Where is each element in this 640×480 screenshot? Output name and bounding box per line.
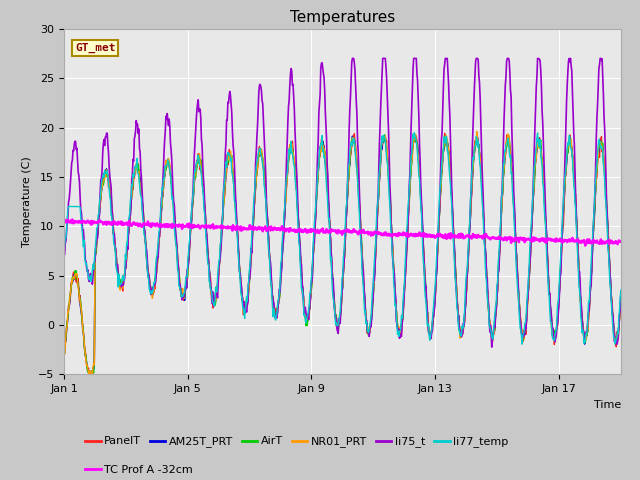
li77_temp: [617, 288, 625, 293]
NR01_PRT: [293, 190, 301, 196]
Title: Temperatures: Temperatures: [290, 10, 395, 25]
Line: li77_temp: li77_temp: [64, 132, 621, 344]
AM25T_PRT: [192, 169, 200, 175]
li77_temp: [80, 237, 88, 243]
AM25T_PRT: [293, 192, 301, 197]
NR01_PRT: [85, 378, 93, 384]
AirT: [617, 301, 625, 307]
NR01_PRT: [473, 129, 481, 134]
TC Prof A -32cm: [511, 239, 518, 244]
AM25T_PRT: [376, 169, 384, 175]
li75_t: [60, 253, 68, 259]
PanelT: [441, 131, 449, 136]
PanelT: [192, 165, 200, 170]
li75_t: [349, 56, 356, 61]
AirT: [376, 166, 384, 171]
Line: NR01_PRT: NR01_PRT: [64, 132, 621, 381]
Text: GT_met: GT_met: [75, 43, 116, 53]
li75_t: [617, 298, 625, 304]
PanelT: [511, 228, 519, 234]
AirT: [381, 132, 388, 138]
NR01_PRT: [60, 347, 68, 352]
NR01_PRT: [376, 165, 384, 170]
AirT: [264, 212, 271, 218]
li75_t: [488, 344, 495, 350]
AirT: [192, 175, 200, 180]
TC Prof A -32cm: [293, 227, 301, 233]
TC Prof A -32cm: [617, 239, 625, 245]
Line: AirT: AirT: [64, 135, 621, 380]
PanelT: [80, 336, 88, 342]
Legend: TC Prof A -32cm: TC Prof A -32cm: [81, 460, 197, 480]
TC Prof A -32cm: [264, 228, 271, 233]
Line: AM25T_PRT: AM25T_PRT: [64, 136, 621, 379]
AirT: [293, 193, 301, 199]
TC Prof A -32cm: [60, 217, 68, 223]
AM25T_PRT: [86, 376, 93, 382]
li77_temp: [263, 216, 271, 222]
NR01_PRT: [192, 172, 200, 178]
NR01_PRT: [264, 215, 271, 220]
AM25T_PRT: [412, 133, 419, 139]
TC Prof A -32cm: [192, 224, 200, 229]
AM25T_PRT: [60, 350, 68, 356]
Line: TC Prof A -32cm: TC Prof A -32cm: [64, 219, 621, 246]
li77_temp: [191, 167, 199, 173]
AM25T_PRT: [617, 290, 625, 296]
TC Prof A -32cm: [582, 243, 589, 249]
PanelT: [617, 298, 625, 304]
li77_temp: [292, 187, 300, 193]
NR01_PRT: [511, 225, 519, 230]
NR01_PRT: [617, 297, 625, 303]
li75_t: [191, 139, 199, 145]
PanelT: [376, 165, 384, 171]
li75_t: [292, 162, 300, 168]
Line: PanelT: PanelT: [64, 133, 621, 382]
AirT: [86, 377, 94, 383]
li75_t: [511, 216, 519, 222]
Line: li75_t: li75_t: [64, 59, 621, 347]
AirT: [511, 225, 519, 231]
PanelT: [293, 193, 301, 199]
li75_t: [80, 236, 88, 241]
PanelT: [264, 213, 271, 218]
TC Prof A -32cm: [68, 216, 76, 222]
li75_t: [376, 120, 384, 126]
NR01_PRT: [80, 337, 88, 343]
AirT: [60, 352, 68, 358]
TC Prof A -32cm: [81, 219, 88, 225]
AirT: [80, 339, 88, 345]
X-axis label: Time: Time: [593, 400, 621, 409]
li77_temp: [410, 130, 418, 135]
li77_temp: [60, 252, 68, 257]
li77_temp: [518, 341, 526, 347]
li77_temp: [376, 168, 383, 174]
TC Prof A -32cm: [376, 231, 384, 237]
li75_t: [263, 204, 271, 210]
PanelT: [60, 346, 68, 351]
PanelT: [88, 379, 95, 385]
AM25T_PRT: [264, 217, 271, 223]
AM25T_PRT: [511, 227, 519, 233]
AM25T_PRT: [80, 338, 88, 344]
li77_temp: [511, 224, 518, 230]
Y-axis label: Temperature (C): Temperature (C): [22, 156, 33, 247]
